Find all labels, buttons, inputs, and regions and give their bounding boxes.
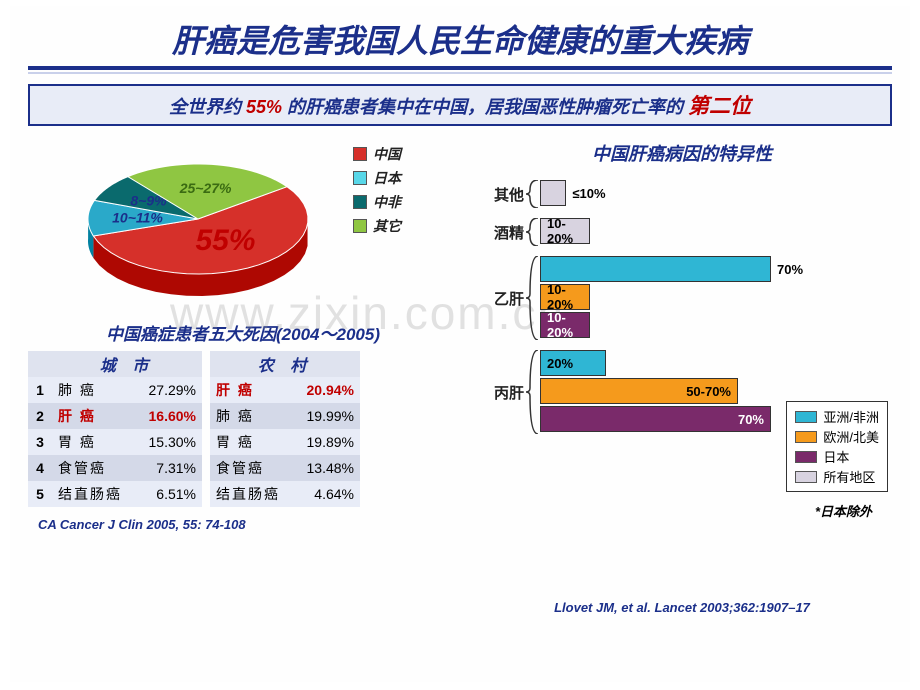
table-rural-header: 农 村 <box>210 351 360 377</box>
banner-pct: 55% <box>246 97 282 117</box>
pie-chart: 55%10~11%8~9%25~27% 中国日本中非其它 <box>68 134 458 314</box>
bar-group-label: 乙肝 <box>472 256 526 340</box>
bar-row: 20% <box>540 350 892 376</box>
table-urban-header: 城 市 <box>52 351 202 377</box>
table-urban: 城 市 1肺 癌27.29%2肝 癌16.60%3胃 癌15.30%4食管癌7.… <box>28 351 202 507</box>
svg-text:55%: 55% <box>195 224 255 257</box>
bar-row: ≤10% <box>540 180 892 206</box>
svg-text:25~27%: 25~27% <box>179 180 232 196</box>
etiology-chart: 其他≤10%酒精10-20%乙肝70%10-20%10-20%丙肝20%50-7… <box>472 180 892 580</box>
table-rural: 农 村 肝 癌20.94%肺 癌19.99%胃 癌19.89%食管癌13.48%… <box>210 351 360 507</box>
etiology-legend-item: 亚洲/非洲 <box>795 407 879 426</box>
table-citation: CA Cancer J Clin 2005, 55: 74-108 <box>38 517 458 532</box>
etiology-legend: 亚洲/非洲欧洲/北美日本所有地区 <box>786 401 888 492</box>
bar-row: 10-20% <box>540 312 892 338</box>
bar: 20% <box>540 350 606 376</box>
table-row: 3胃 癌15.30% <box>28 429 202 455</box>
bar-group-label: 酒精 <box>472 218 526 246</box>
pie-legend-item: 日本 <box>353 168 401 188</box>
brace-icon <box>526 256 540 340</box>
table-row: 4食管癌7.31% <box>28 455 202 481</box>
pie-legend: 中国日本中非其它 <box>353 144 401 240</box>
table-urban-hdr-idx <box>28 351 52 377</box>
table-row: 肺 癌19.99% <box>210 403 360 429</box>
pie-legend-item: 中国 <box>353 144 401 164</box>
page-title: 肝癌是危害我国人民生命健康的重大疾病 <box>10 6 910 66</box>
rule-top-light <box>28 72 892 74</box>
pie-legend-item: 中非 <box>353 192 401 212</box>
pie-legend-item: 其它 <box>353 216 401 236</box>
bar-row: 70% <box>540 256 892 282</box>
etiology-title: 中国肝癌病因的特异性 <box>472 140 892 166</box>
brace-icon <box>526 218 540 246</box>
subtitle-banner: 全世界约 55% 的肝癌患者集中在中国，居我国恶性肿瘤死亡率的 第二位 <box>28 84 892 126</box>
table-row: 2肝 癌16.60% <box>28 403 202 429</box>
table-row: 胃 癌19.89% <box>210 429 360 455</box>
bar <box>540 180 566 206</box>
etiology-citation: Llovet JM, et al. Lancet 2003;362:1907–1… <box>472 600 892 615</box>
banner-pre: 全世界约 <box>169 97 246 117</box>
bar-group: 乙肝70%10-20%10-20% <box>472 256 892 340</box>
brace-icon <box>526 350 540 434</box>
table-row: 结直肠癌4.64% <box>210 481 360 507</box>
banner-mid: 的肝癌患者集中在中国，居我国恶性肿瘤死亡率的 <box>287 97 683 117</box>
bar-group-label: 丙肝 <box>472 350 526 434</box>
svg-text:10~11%: 10~11% <box>112 210 163 226</box>
bar-group-label: 其他 <box>472 180 526 208</box>
etiology-legend-item: 欧洲/北美 <box>795 427 879 446</box>
etiology-legend-item: 日本 <box>795 447 879 466</box>
bar: 50-70% <box>540 378 738 404</box>
table-row: 5结直肠癌6.51% <box>28 481 202 507</box>
japan-note: *日本除外 <box>815 501 872 520</box>
bar <box>540 256 771 282</box>
death-causes-title: 中国癌症患者五大死因(2004～2005) <box>28 320 458 345</box>
table-row: 食管癌13.48% <box>210 455 360 481</box>
bar: 70% <box>540 406 771 432</box>
bar-group: 酒精 10-20% <box>472 218 892 246</box>
rule-top <box>28 66 892 70</box>
bar: 10-20% <box>540 284 590 310</box>
bar-row: 10-20% <box>540 284 892 310</box>
bar-row: 10-20% <box>540 218 892 244</box>
death-causes-tables: 城 市 1肺 癌27.29%2肝 癌16.60%3胃 癌15.30%4食管癌7.… <box>28 351 458 507</box>
bar-group: 其他 ≤10% <box>472 180 892 208</box>
brace-icon <box>526 180 540 208</box>
table-row: 1肺 癌27.29% <box>28 377 202 403</box>
etiology-legend-item: 所有地区 <box>795 467 879 486</box>
bar: 10-20% <box>540 312 590 338</box>
banner-rank: 第二位 <box>688 95 751 118</box>
bar: 10-20% <box>540 218 590 244</box>
table-row: 肝 癌20.94% <box>210 377 360 403</box>
